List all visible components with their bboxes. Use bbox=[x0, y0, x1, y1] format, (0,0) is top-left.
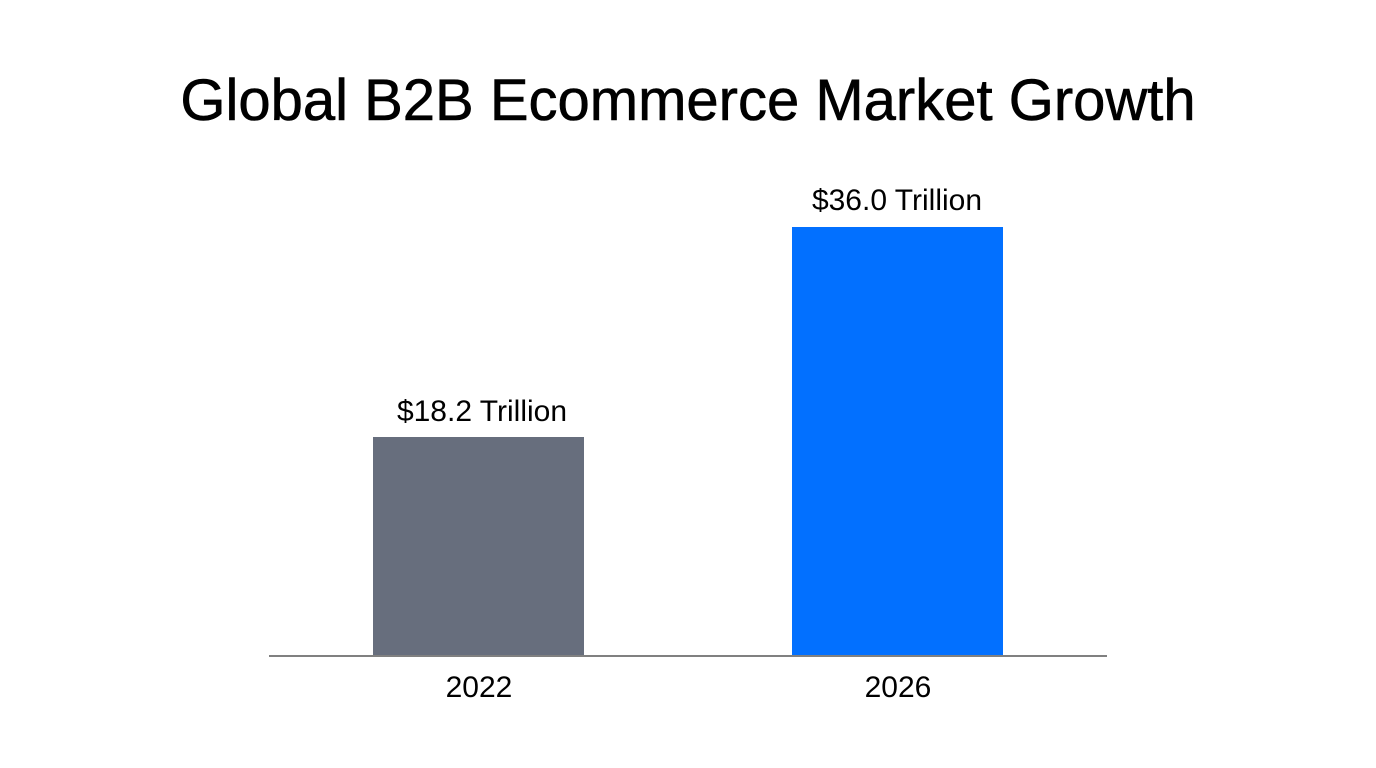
bar-2026 bbox=[792, 227, 1003, 656]
bar-value-label-2026: $36.0 Trillion bbox=[811, 184, 983, 217]
x-tick-label-2022: 2022 bbox=[445, 671, 513, 704]
bar-value-label-2022: $18.2 Trillion bbox=[396, 395, 568, 428]
chart-title: Global B2B Ecommerce Market Growth bbox=[180, 68, 1196, 134]
x-axis-line bbox=[269, 655, 1107, 657]
x-tick-label-2026: 2026 bbox=[864, 671, 932, 704]
bar-2022 bbox=[373, 437, 584, 656]
